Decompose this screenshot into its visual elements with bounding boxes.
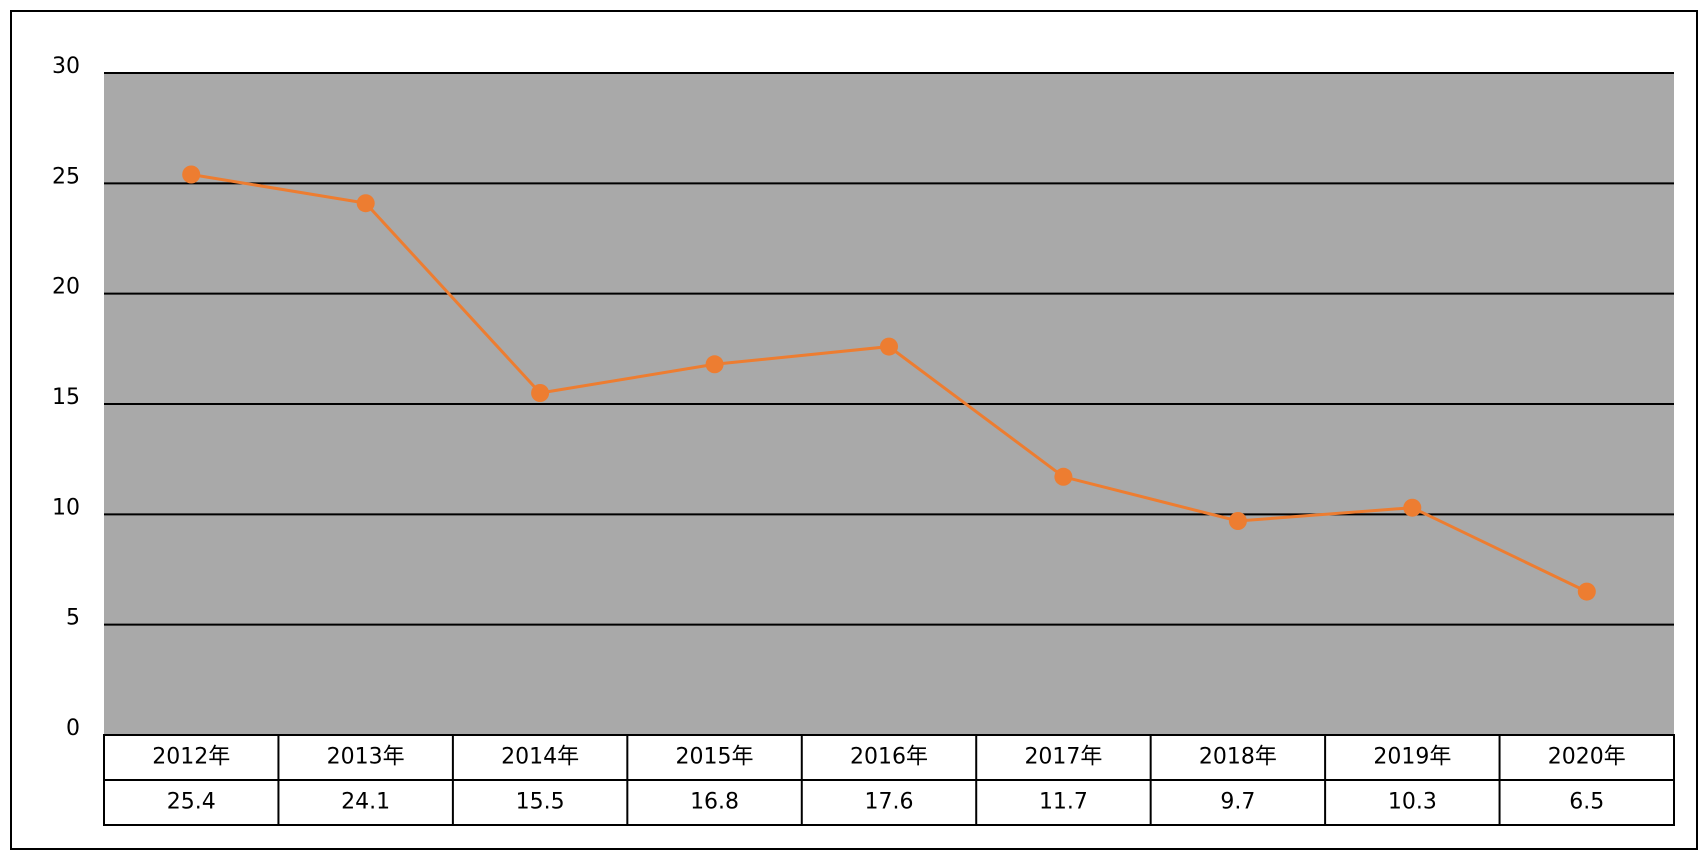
point	[1403, 498, 1422, 517]
table-value: 24.1	[341, 790, 390, 815]
point	[705, 355, 724, 374]
y-tick-label: 0	[66, 716, 80, 741]
table-value: 6.5	[1569, 790, 1604, 815]
x-tick-label: 2018年	[1199, 745, 1277, 770]
table-value: 11.7	[1039, 790, 1088, 815]
x-tick-label: 2016年	[850, 745, 928, 770]
y-tick-label: 20	[52, 275, 80, 300]
y-tick-label: 10	[52, 495, 80, 520]
table-value: 10.3	[1388, 790, 1437, 815]
point	[182, 165, 201, 184]
y-tick-label: 30	[52, 54, 80, 79]
point	[880, 337, 898, 356]
table-value: 16.8	[690, 790, 739, 815]
x-tick-label: 2012年	[152, 745, 230, 770]
y-tick-label: 15	[52, 385, 80, 410]
x-tick-label: 2013年	[327, 745, 405, 770]
point	[1228, 512, 1247, 530]
point	[1054, 467, 1073, 486]
table-value: 15.5	[516, 790, 565, 815]
x-tick-label: 2014年	[501, 745, 579, 770]
y-tick-label: 25	[52, 164, 80, 189]
x-tick-label: 2019年	[1373, 745, 1451, 770]
point	[531, 384, 550, 402]
y-tick-label: 5	[66, 606, 80, 631]
table-value: 25.4	[167, 790, 216, 815]
table-value: 17.6	[865, 790, 914, 815]
table-value: 9.7	[1220, 790, 1255, 815]
x-tick-label: 2017年	[1024, 745, 1102, 770]
x-tick-label: 2015年	[676, 745, 754, 770]
x-tick-label: 2020年	[1548, 745, 1626, 770]
point	[1577, 582, 1596, 601]
point	[356, 194, 375, 213]
